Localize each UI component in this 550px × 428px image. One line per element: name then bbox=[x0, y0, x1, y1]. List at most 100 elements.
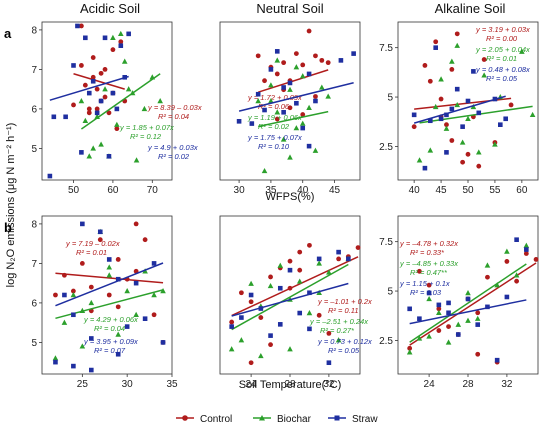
straw-equation: y = 0.73 + 0.12x bbox=[317, 337, 372, 346]
straw-point bbox=[98, 98, 104, 104]
biochar-equation: R² = 0.12 bbox=[130, 132, 162, 141]
biochar-point bbox=[445, 339, 452, 345]
biochar-point bbox=[484, 262, 491, 268]
straw-point bbox=[433, 45, 438, 50]
biochar-equation: y = 2.05 + 0.04x bbox=[475, 45, 530, 54]
biochar-point bbox=[82, 117, 89, 123]
biochar-fit-line bbox=[409, 263, 527, 343]
straw-point bbox=[449, 106, 455, 112]
biochar-point bbox=[90, 145, 97, 151]
legend-straw-label: Straw bbox=[352, 414, 378, 425]
biochar-point bbox=[124, 288, 130, 294]
control-point bbox=[313, 94, 318, 99]
biochar-point bbox=[287, 346, 293, 352]
plot-frame bbox=[41, 21, 173, 181]
biochar-point bbox=[416, 335, 423, 341]
control-point bbox=[465, 151, 471, 157]
x-tick-label: 28 bbox=[462, 379, 474, 390]
y-tick-label: 7.5 bbox=[379, 237, 393, 248]
biochar-point bbox=[102, 86, 108, 92]
control-point bbox=[98, 70, 104, 76]
control-point bbox=[355, 245, 361, 251]
biochar-point bbox=[319, 84, 325, 90]
straw-point bbox=[277, 285, 283, 291]
straw-equation: R² = 0.03 bbox=[410, 288, 442, 297]
straw-point bbox=[114, 106, 120, 112]
control-equation: R² = 0.06 bbox=[258, 102, 290, 111]
biochar-point bbox=[296, 278, 303, 284]
y-tick-label: 6 bbox=[31, 298, 37, 309]
x-tick-label: 35 bbox=[166, 379, 178, 390]
straw-point bbox=[71, 363, 76, 369]
legend-straw-marker bbox=[334, 415, 340, 421]
biochar-point bbox=[133, 311, 139, 317]
biochar-point bbox=[465, 290, 471, 296]
biochar-point bbox=[426, 333, 432, 339]
control-point bbox=[88, 284, 94, 290]
biochar-point bbox=[406, 349, 413, 355]
y-tick-label: 2.5 bbox=[379, 336, 393, 347]
biochar-point bbox=[277, 262, 284, 268]
biochar-point bbox=[316, 260, 322, 266]
biochar-point bbox=[519, 48, 525, 54]
control-point bbox=[229, 319, 235, 325]
straw-equation: R² = 0.02 bbox=[158, 152, 190, 161]
control-point bbox=[454, 31, 460, 37]
control-point bbox=[151, 312, 157, 318]
biochar-point bbox=[106, 272, 113, 278]
straw-point bbox=[79, 150, 84, 155]
straw-point bbox=[160, 340, 166, 345]
control-point bbox=[258, 315, 264, 320]
biochar-point bbox=[513, 272, 520, 278]
biochar-point bbox=[268, 82, 274, 88]
control-point bbox=[78, 23, 84, 29]
biochar-point bbox=[258, 352, 264, 359]
control-point bbox=[274, 116, 280, 122]
control-point bbox=[460, 159, 466, 165]
biochar-point bbox=[287, 86, 293, 92]
straw-point bbox=[86, 90, 92, 96]
control-point bbox=[90, 55, 96, 60]
x-tick-label: 50 bbox=[68, 185, 80, 196]
biochar-point bbox=[261, 167, 268, 174]
straw-point bbox=[294, 100, 299, 106]
control-point bbox=[82, 82, 88, 88]
legend-straw: Straw bbox=[328, 414, 378, 425]
biochar-point bbox=[88, 299, 95, 306]
straw-point bbox=[277, 322, 283, 327]
biochar-point bbox=[492, 141, 498, 147]
control-equation: R² = 0.04 bbox=[158, 112, 189, 121]
control-point bbox=[319, 57, 325, 63]
straw-point bbox=[306, 71, 312, 77]
control-point bbox=[287, 258, 293, 264]
control-point bbox=[53, 292, 58, 298]
biochar-point bbox=[293, 64, 300, 70]
straw-point bbox=[498, 122, 503, 127]
straw-equation: R² = 0.05 bbox=[328, 346, 360, 355]
biochar-point bbox=[306, 310, 313, 316]
straw-point bbox=[436, 302, 442, 308]
biochar-point bbox=[280, 136, 287, 142]
control-point bbox=[102, 67, 108, 72]
straw-equation: R² = 0.05 bbox=[486, 74, 518, 83]
biochar-point bbox=[299, 73, 306, 79]
control-equation: R² = 0.00 bbox=[486, 34, 518, 43]
biochar-equation: R² = 0.47** bbox=[410, 268, 448, 277]
control-equation: R² = 0.33* bbox=[410, 248, 445, 257]
legend-control: Control bbox=[176, 414, 232, 425]
y-tick-label: 8 bbox=[31, 25, 37, 36]
biochar-point bbox=[268, 98, 274, 104]
biochar-point bbox=[475, 149, 482, 155]
biochar-point bbox=[79, 343, 86, 349]
panel-label-b: b bbox=[4, 220, 12, 235]
control-point bbox=[274, 71, 280, 77]
x-tick-label: 25 bbox=[77, 379, 89, 390]
column-titles: Acidic Soil Neutral Soil Alkaline Soil bbox=[80, 1, 505, 16]
control-point bbox=[444, 122, 449, 128]
x-tick-label: 40 bbox=[297, 185, 309, 196]
biochar-point bbox=[52, 355, 59, 361]
control-point bbox=[436, 306, 442, 312]
control-equation: R² = 0.11 bbox=[328, 306, 359, 315]
